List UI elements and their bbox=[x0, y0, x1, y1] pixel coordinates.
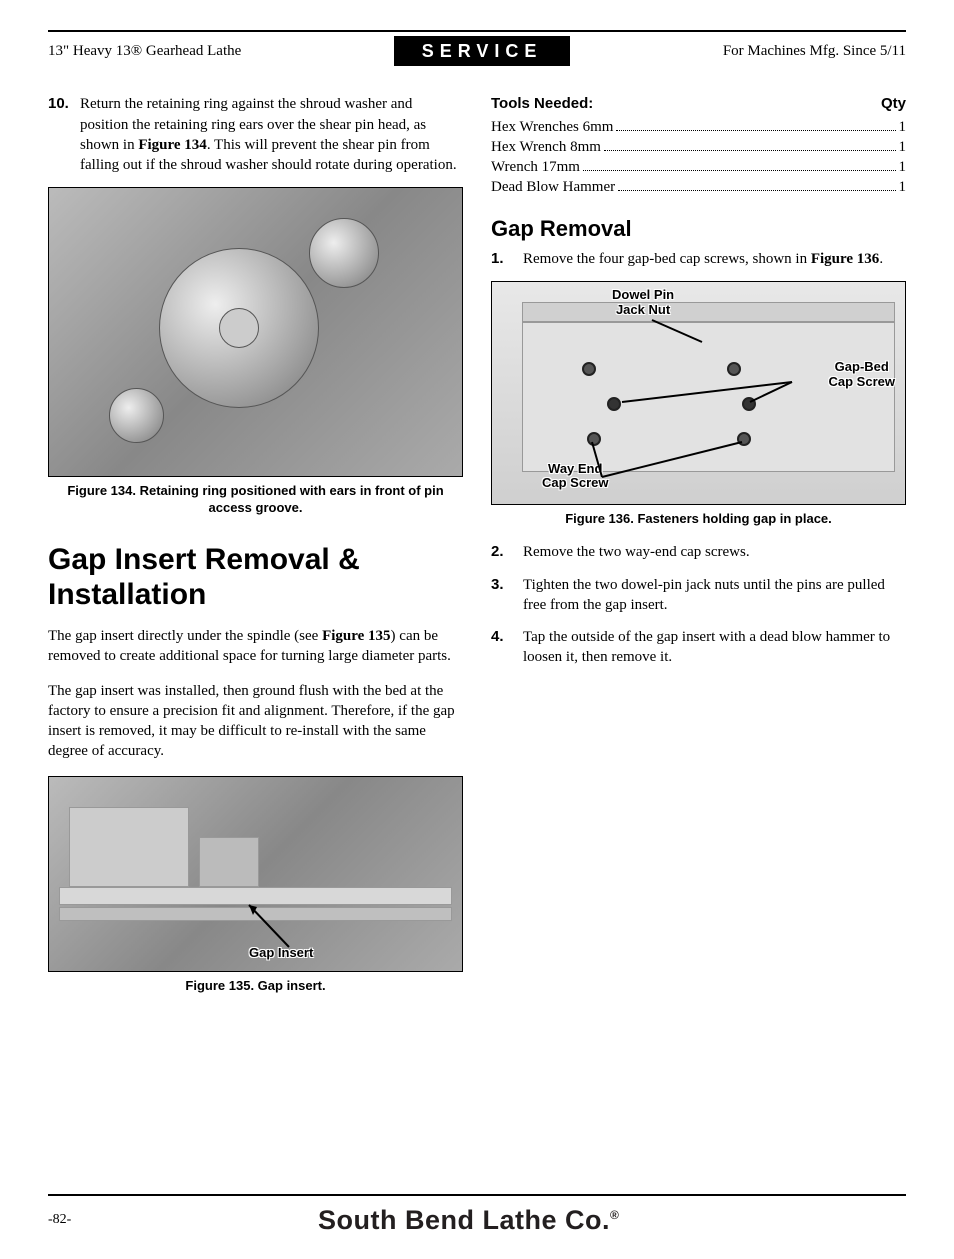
step-body: Tighten the two dowel-pin jack nuts unti… bbox=[523, 575, 906, 616]
figure-135-image: Gap Insert bbox=[48, 776, 463, 972]
step-1: 1. Remove the four gap-bed cap screws, s… bbox=[491, 249, 906, 269]
tool-name: Hex Wrench 8mm bbox=[491, 137, 601, 157]
para1-figref: Figure 135 bbox=[322, 628, 390, 644]
tool-name: Dead Blow Hammer bbox=[491, 177, 615, 197]
figure-134-image bbox=[48, 187, 463, 477]
header-right: For Machines Mfg. Since 5/11 bbox=[723, 41, 906, 61]
step-body: Remove the four gap-bed cap screws, show… bbox=[523, 249, 906, 269]
footer-row: -82- South Bend Lathe Co.® bbox=[48, 1202, 906, 1238]
tool-row: Hex Wrench 8mm 1 bbox=[491, 137, 906, 157]
tool-dots bbox=[616, 119, 895, 131]
para-1: The gap insert directly under the spindl… bbox=[48, 626, 463, 667]
tool-dots bbox=[618, 179, 895, 191]
para1-a: The gap insert directly under the spindl… bbox=[48, 628, 322, 644]
right-column: Tools Needed: Qty Hex Wrenches 6mm1Hex W… bbox=[491, 94, 906, 994]
step1-figref: Figure 136 bbox=[811, 251, 879, 267]
tool-qty: 1 bbox=[899, 157, 907, 177]
tool-name: Wrench 17mm bbox=[491, 157, 580, 177]
tools-header: Tools Needed: Qty bbox=[491, 94, 906, 114]
footer-rule bbox=[48, 1194, 906, 1196]
step-body: Return the retaining ring against the sh… bbox=[80, 94, 463, 175]
step-number: 4. bbox=[491, 627, 523, 668]
step-number: 10. bbox=[48, 94, 80, 175]
section-heading: Gap Insert Removal & Installation bbox=[48, 543, 463, 612]
tool-row: Wrench 17mm 1 bbox=[491, 157, 906, 177]
left-column: 10. Return the retaining ring against th… bbox=[48, 94, 463, 994]
header-center: SERVICE bbox=[394, 36, 571, 66]
top-rule bbox=[48, 30, 906, 32]
header-row: 13" Heavy 13® Gearhead Lathe SERVICE For… bbox=[48, 36, 906, 66]
figure-135-caption: Figure 135. Gap insert. bbox=[48, 978, 463, 995]
tools-list: Hex Wrenches 6mm1Hex Wrench 8mm1Wrench 1… bbox=[491, 117, 906, 198]
tool-qty: 1 bbox=[899, 117, 907, 137]
brand-text: South Bend Lathe Co. bbox=[318, 1205, 610, 1235]
step-number: 3. bbox=[491, 575, 523, 616]
tool-row: Hex Wrenches 6mm 1 bbox=[491, 117, 906, 137]
columns: 10. Return the retaining ring against th… bbox=[48, 94, 906, 994]
brand: South Bend Lathe Co.® bbox=[71, 1202, 866, 1238]
fig136-arrows bbox=[492, 282, 905, 504]
figure-136-caption: Figure 136. Fasteners holding gap in pla… bbox=[491, 511, 906, 528]
step-10: 10. Return the retaining ring against th… bbox=[48, 94, 463, 175]
tools-header-right: Qty bbox=[881, 94, 906, 114]
step-body: Tap the outside of the gap insert with a… bbox=[523, 627, 906, 668]
step-2: 2. Remove the two way-end cap screws. bbox=[491, 542, 906, 562]
step-number: 2. bbox=[491, 542, 523, 562]
tool-dots bbox=[604, 139, 896, 151]
tool-qty: 1 bbox=[899, 137, 907, 157]
step-body: Remove the two way-end cap screws. bbox=[523, 542, 906, 562]
tool-qty: 1 bbox=[899, 177, 907, 197]
step-3: 3. Tighten the two dowel-pin jack nuts u… bbox=[491, 575, 906, 616]
tools-header-left: Tools Needed: bbox=[491, 94, 593, 114]
para-2: The gap insert was installed, then groun… bbox=[48, 681, 463, 762]
brand-reg: ® bbox=[610, 1208, 619, 1222]
subsection-heading: Gap Removal bbox=[491, 214, 906, 244]
tool-dots bbox=[583, 159, 896, 171]
figure-136-image: Dowel Pin Jack Nut Gap-Bed Cap Screw Way… bbox=[491, 281, 906, 505]
fig135-arrow bbox=[49, 777, 462, 971]
page-number: -82- bbox=[48, 1211, 71, 1230]
step1-a: Remove the four gap-bed cap screws, show… bbox=[523, 251, 811, 267]
step10-figref: Figure 134 bbox=[138, 137, 206, 153]
header-left: 13" Heavy 13® Gearhead Lathe bbox=[48, 41, 241, 61]
tool-name: Hex Wrenches 6mm bbox=[491, 117, 613, 137]
figure-134-caption: Figure 134. Retaining ring positioned wi… bbox=[48, 483, 463, 517]
step-number: 1. bbox=[491, 249, 523, 269]
tool-row: Dead Blow Hammer 1 bbox=[491, 177, 906, 197]
step-4: 4. Tap the outside of the gap insert wit… bbox=[491, 627, 906, 668]
step1-b: . bbox=[879, 251, 883, 267]
